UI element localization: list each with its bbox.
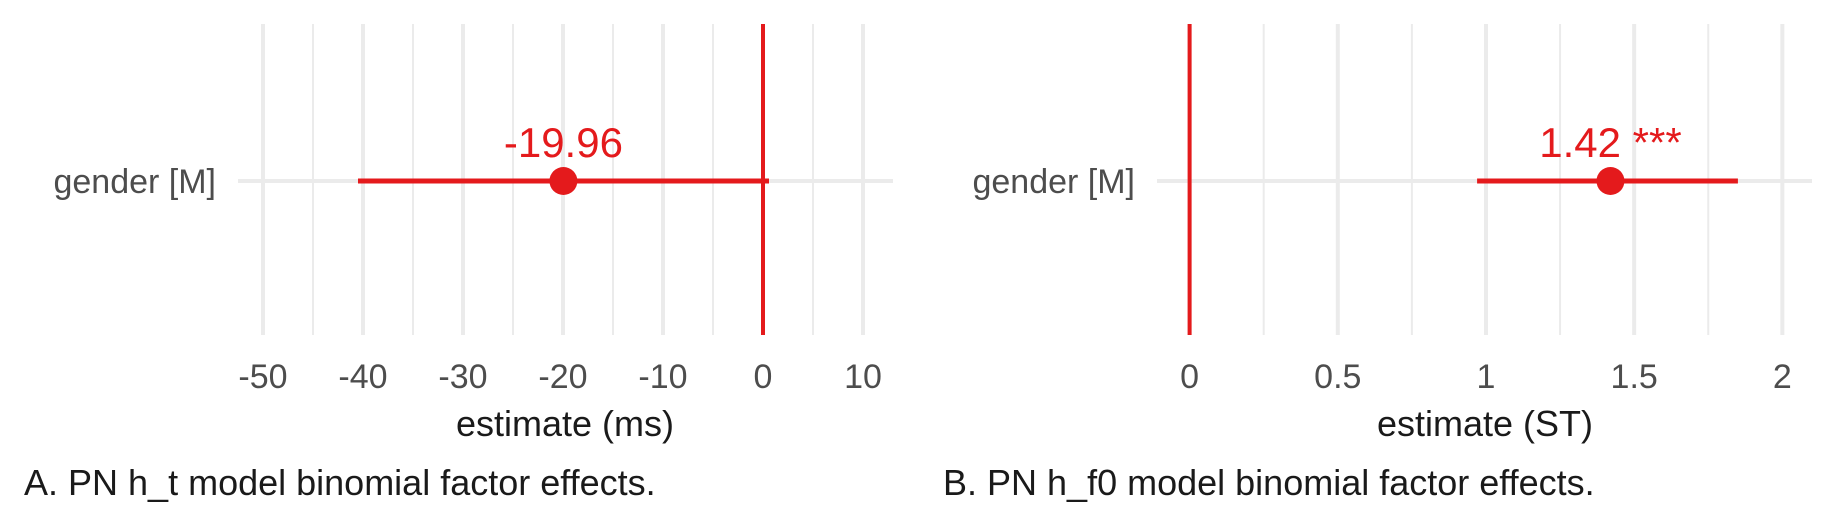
estimate-point-0-0 — [549, 167, 578, 195]
x-tick-label-0-0: -50 — [238, 358, 287, 396]
x-tick-label-0-5: 0 — [754, 358, 773, 396]
row-label-0-0: gender [M] — [53, 163, 216, 201]
row-label-1-0: gender [M] — [972, 163, 1135, 201]
x-tick-label-0-1: -40 — [338, 358, 387, 396]
estimate-point-1-0 — [1596, 167, 1625, 195]
estimate-label-0-0: -19.96 — [504, 119, 623, 166]
caption-a: A. PN h_t model binomial factor effects. — [24, 462, 656, 503]
x-tick-label-0-3: -20 — [538, 358, 587, 396]
x-tick-label-1-4: 2 — [1773, 358, 1792, 396]
caption-b: B. PN h_f0 model binomial factor effects… — [943, 462, 1595, 503]
x-axis-label-0: estimate (ms) — [456, 403, 674, 444]
x-tick-label-0-6: 10 — [844, 358, 882, 396]
estimate-label-1-0: 1.42 *** — [1539, 119, 1681, 166]
x-tick-label-0-4: -10 — [638, 358, 687, 396]
x-tick-label-1-3: 1.5 — [1611, 358, 1658, 396]
x-axis-label-1: estimate (ST) — [1377, 403, 1593, 444]
x-tick-label-1-0: 0 — [1180, 358, 1199, 396]
x-tick-label-1-2: 1 — [1477, 358, 1496, 396]
x-tick-label-1-1: 0.5 — [1314, 358, 1361, 396]
x-tick-label-0-2: -30 — [438, 358, 487, 396]
